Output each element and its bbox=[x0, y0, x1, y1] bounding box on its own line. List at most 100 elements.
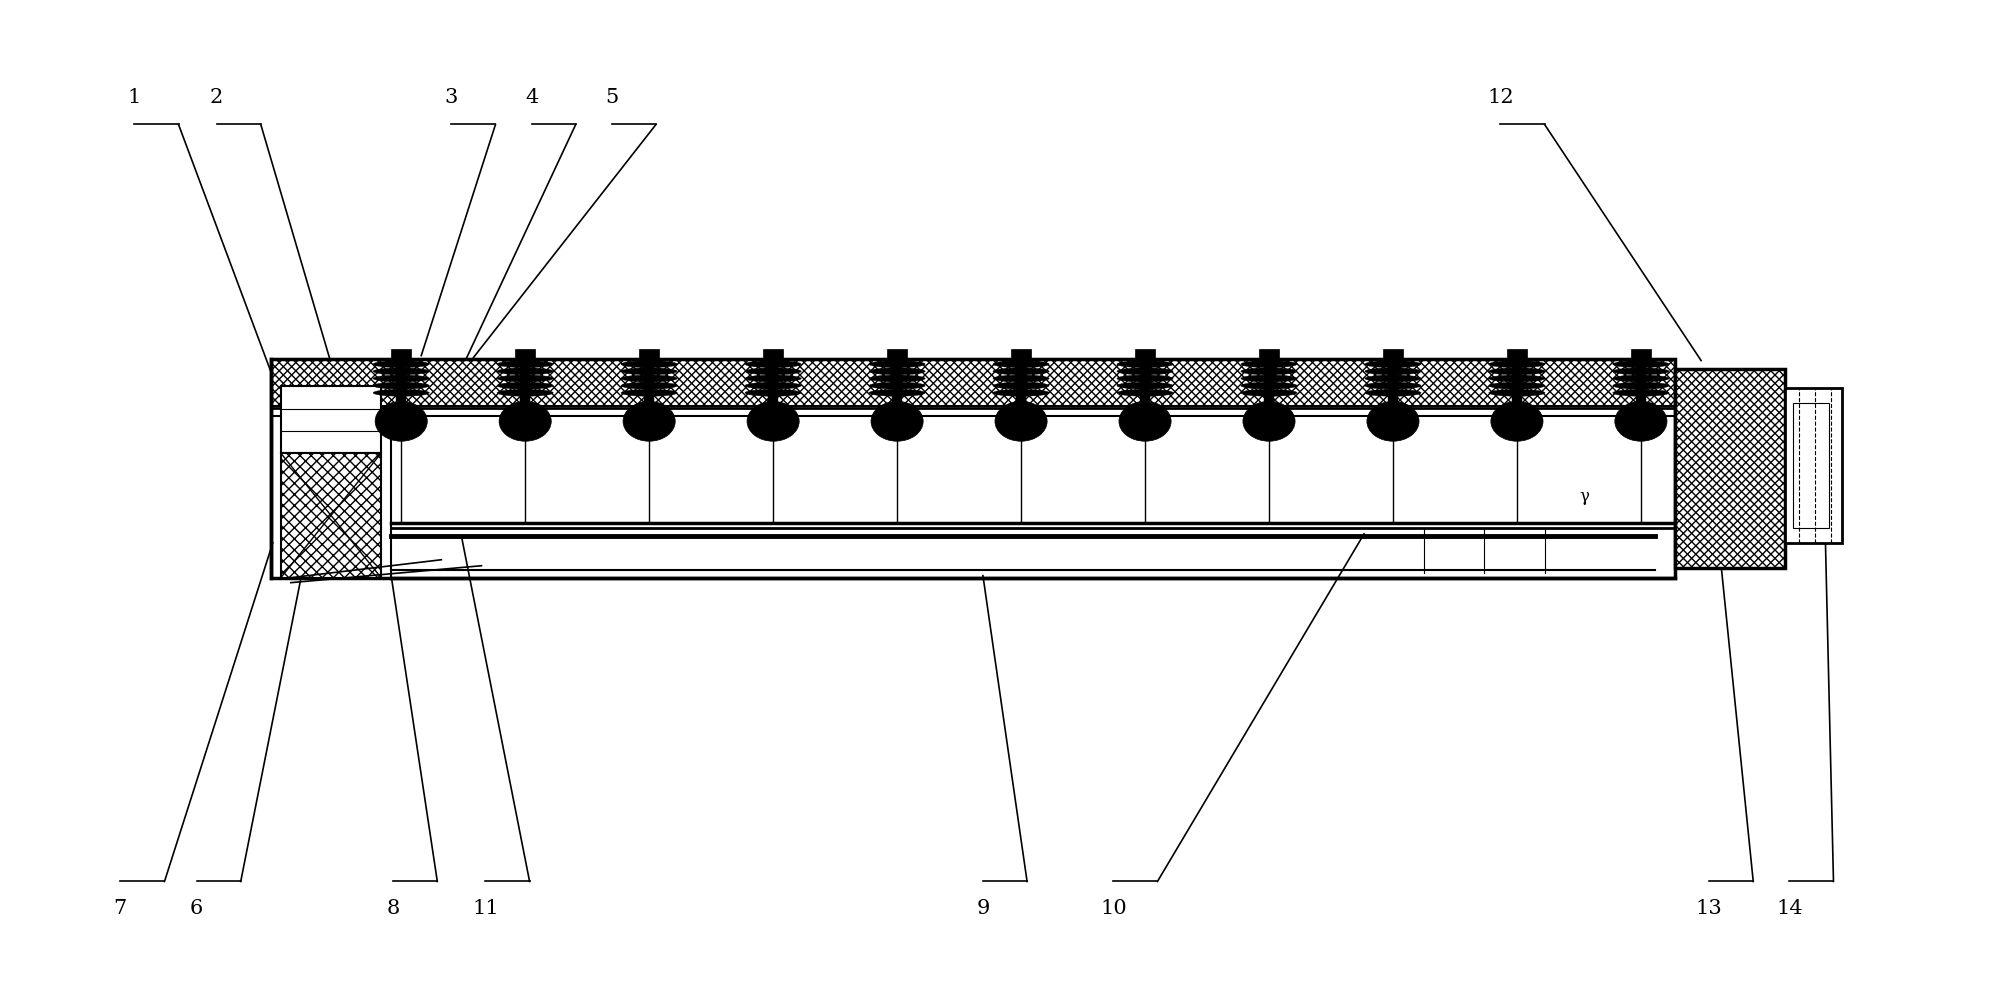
Ellipse shape bbox=[868, 375, 924, 381]
Ellipse shape bbox=[622, 382, 678, 389]
Ellipse shape bbox=[1119, 401, 1171, 441]
Bar bbox=[391, 349, 411, 359]
Ellipse shape bbox=[992, 375, 1049, 381]
Bar bbox=[1015, 359, 1025, 406]
Ellipse shape bbox=[1488, 361, 1544, 368]
Ellipse shape bbox=[744, 368, 800, 374]
Ellipse shape bbox=[1363, 389, 1420, 396]
Ellipse shape bbox=[373, 389, 429, 396]
Bar bbox=[1506, 349, 1526, 359]
Ellipse shape bbox=[1490, 401, 1542, 441]
Ellipse shape bbox=[1488, 382, 1544, 389]
Ellipse shape bbox=[992, 389, 1049, 396]
Ellipse shape bbox=[373, 361, 429, 368]
Ellipse shape bbox=[1614, 401, 1666, 441]
Bar bbox=[644, 359, 654, 406]
Ellipse shape bbox=[1117, 361, 1173, 368]
Bar bbox=[1011, 349, 1031, 359]
Text: 12: 12 bbox=[1486, 88, 1514, 107]
Ellipse shape bbox=[1488, 389, 1544, 396]
Bar bbox=[271, 359, 1674, 406]
Text: 1: 1 bbox=[128, 88, 140, 107]
Ellipse shape bbox=[744, 375, 800, 381]
Bar bbox=[762, 349, 782, 359]
Bar bbox=[768, 359, 778, 406]
Text: 3: 3 bbox=[445, 88, 457, 107]
Bar bbox=[1674, 369, 1784, 568]
Ellipse shape bbox=[1612, 361, 1668, 368]
Text: 7: 7 bbox=[114, 899, 126, 918]
Bar bbox=[640, 349, 660, 359]
Ellipse shape bbox=[1241, 382, 1297, 389]
Ellipse shape bbox=[1612, 382, 1668, 389]
Bar bbox=[886, 349, 906, 359]
Ellipse shape bbox=[744, 389, 800, 396]
Text: 5: 5 bbox=[606, 88, 618, 107]
Bar bbox=[892, 359, 902, 406]
Bar bbox=[1387, 359, 1397, 406]
Bar bbox=[281, 453, 381, 578]
Ellipse shape bbox=[992, 382, 1049, 389]
Ellipse shape bbox=[1243, 401, 1295, 441]
Bar bbox=[1135, 349, 1155, 359]
Ellipse shape bbox=[1363, 382, 1420, 389]
Ellipse shape bbox=[497, 375, 553, 381]
Ellipse shape bbox=[622, 361, 678, 368]
Bar bbox=[1259, 349, 1279, 359]
Ellipse shape bbox=[1241, 389, 1297, 396]
Ellipse shape bbox=[622, 368, 678, 374]
Text: 11: 11 bbox=[471, 899, 499, 918]
Ellipse shape bbox=[375, 401, 427, 441]
Ellipse shape bbox=[497, 389, 553, 396]
Bar bbox=[1636, 359, 1644, 406]
Text: 8: 8 bbox=[387, 899, 399, 918]
Bar bbox=[281, 453, 381, 578]
Ellipse shape bbox=[868, 382, 924, 389]
Ellipse shape bbox=[744, 361, 800, 368]
Ellipse shape bbox=[1117, 382, 1173, 389]
Bar bbox=[1674, 369, 1784, 568]
Ellipse shape bbox=[1117, 368, 1173, 374]
Bar bbox=[519, 359, 529, 406]
Bar bbox=[281, 386, 381, 453]
Ellipse shape bbox=[622, 389, 678, 396]
Ellipse shape bbox=[1241, 361, 1297, 368]
Ellipse shape bbox=[1241, 368, 1297, 374]
Bar bbox=[515, 349, 535, 359]
Text: 6: 6 bbox=[190, 899, 203, 918]
Ellipse shape bbox=[497, 382, 553, 389]
Ellipse shape bbox=[1612, 389, 1668, 396]
Ellipse shape bbox=[992, 361, 1049, 368]
Bar bbox=[1784, 388, 1841, 543]
Bar bbox=[1381, 349, 1401, 359]
Ellipse shape bbox=[1117, 389, 1173, 396]
Ellipse shape bbox=[870, 401, 922, 441]
Text: 14: 14 bbox=[1774, 899, 1802, 918]
Ellipse shape bbox=[373, 368, 429, 374]
Ellipse shape bbox=[1612, 375, 1668, 381]
Ellipse shape bbox=[868, 389, 924, 396]
Text: γ: γ bbox=[1580, 487, 1588, 505]
Ellipse shape bbox=[1117, 375, 1173, 381]
Bar bbox=[1630, 349, 1650, 359]
Ellipse shape bbox=[1488, 375, 1544, 381]
Text: 2: 2 bbox=[211, 88, 223, 107]
Ellipse shape bbox=[744, 382, 800, 389]
Ellipse shape bbox=[1365, 401, 1418, 441]
Bar bbox=[397, 359, 405, 406]
Ellipse shape bbox=[622, 375, 678, 381]
Ellipse shape bbox=[1488, 368, 1544, 374]
Ellipse shape bbox=[746, 401, 798, 441]
Bar bbox=[271, 359, 1674, 406]
Ellipse shape bbox=[1363, 368, 1420, 374]
Bar bbox=[271, 359, 1674, 578]
Text: 4: 4 bbox=[525, 88, 537, 107]
Ellipse shape bbox=[1363, 375, 1420, 381]
Text: 10: 10 bbox=[1099, 899, 1127, 918]
Ellipse shape bbox=[868, 361, 924, 368]
Bar bbox=[1139, 359, 1149, 406]
Ellipse shape bbox=[497, 361, 553, 368]
Ellipse shape bbox=[1241, 375, 1297, 381]
Ellipse shape bbox=[373, 382, 429, 389]
Ellipse shape bbox=[624, 401, 676, 441]
